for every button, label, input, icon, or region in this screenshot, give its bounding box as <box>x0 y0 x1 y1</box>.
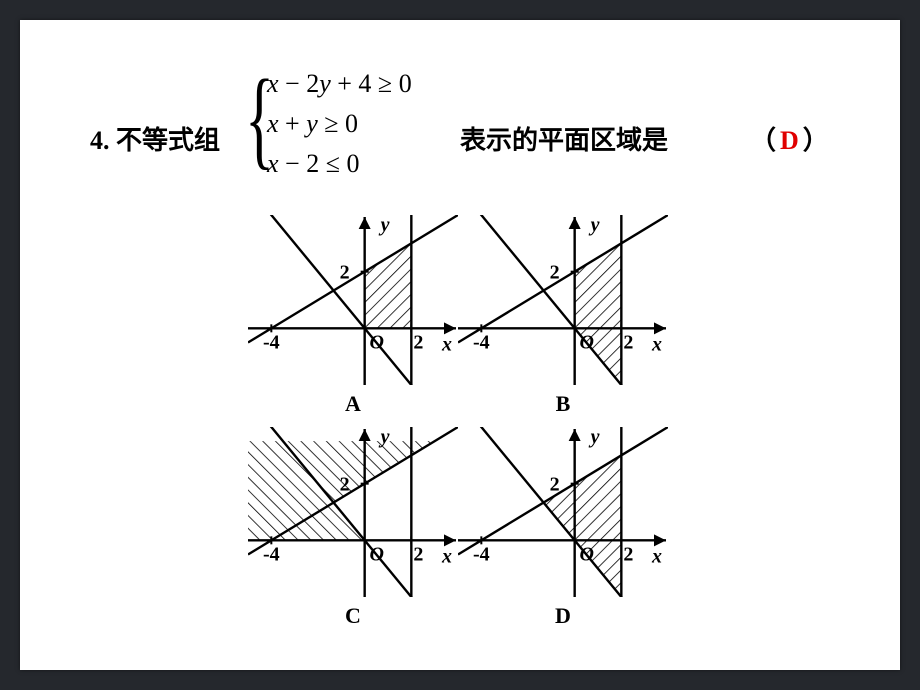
eq-line-3: x − 2 ≤ 0 <box>267 144 412 184</box>
svg-text:y: y <box>589 215 600 236</box>
label-B: B <box>458 391 668 417</box>
svg-text:O: O <box>369 543 383 565</box>
svg-text:2: 2 <box>413 543 423 565</box>
option-C: -4 2 2 Ox y C <box>248 427 458 639</box>
svg-text:2: 2 <box>623 331 633 353</box>
label-C: C <box>248 603 458 629</box>
figure-grid: -4 2 2 Ox y A -4 2 2 Ox y B -4 2 2 Ox y C -4 2 2 Ox y D <box>248 215 668 639</box>
svg-text:-4: -4 <box>263 543 280 565</box>
svg-text:2: 2 <box>550 474 560 496</box>
svg-text:2: 2 <box>340 474 350 496</box>
svg-text:2: 2 <box>413 331 423 353</box>
plot-A: -4 2 2 Ox y <box>248 215 458 385</box>
svg-text:-4: -4 <box>473 331 490 353</box>
option-A: -4 2 2 Ox y A <box>248 215 458 427</box>
svg-text:2: 2 <box>550 262 560 284</box>
svg-text:x: x <box>651 545 662 567</box>
paren-close: ） <box>803 126 829 155</box>
svg-text:2: 2 <box>623 543 633 565</box>
equations: x − 2y + 4 ≥ 0 x + y ≥ 0 x − 2 ≤ 0 <box>267 64 412 184</box>
svg-text:x: x <box>441 545 452 567</box>
option-D: -4 2 2 Ox y D <box>458 427 668 639</box>
slide: 4. 不等式组 { x − 2y + 4 ≥ 0 x + y ≥ 0 x − 2… <box>20 20 900 670</box>
svg-text:y: y <box>379 427 390 448</box>
svg-text:y: y <box>379 215 390 236</box>
plot-D: -4 2 2 Ox y <box>458 427 668 597</box>
question-number: 4. 不等式组 <box>90 120 220 157</box>
svg-text:y: y <box>589 427 600 448</box>
answer-letter: D <box>776 126 803 155</box>
label-D: D <box>458 603 668 629</box>
label-A: A <box>248 391 458 417</box>
answer-paren: （D） <box>750 120 829 157</box>
svg-text:O: O <box>579 331 593 353</box>
svg-text:-4: -4 <box>473 543 490 565</box>
svg-text:O: O <box>579 543 593 565</box>
svg-text:2: 2 <box>340 262 350 284</box>
question-tail: 表示的平面区域是 <box>460 120 668 157</box>
plot-B: -4 2 2 Ox y <box>458 215 668 385</box>
svg-text:O: O <box>369 331 383 353</box>
svg-text:x: x <box>441 333 452 355</box>
svg-text:-4: -4 <box>263 331 280 353</box>
option-B: -4 2 2 Ox y B <box>458 215 668 427</box>
plot-C: -4 2 2 Ox y <box>248 427 458 597</box>
paren-open: （ <box>750 126 776 155</box>
svg-text:x: x <box>651 333 662 355</box>
eq-line-1: x − 2y + 4 ≥ 0 <box>267 64 412 104</box>
eq-line-2: x + y ≥ 0 <box>267 104 412 144</box>
